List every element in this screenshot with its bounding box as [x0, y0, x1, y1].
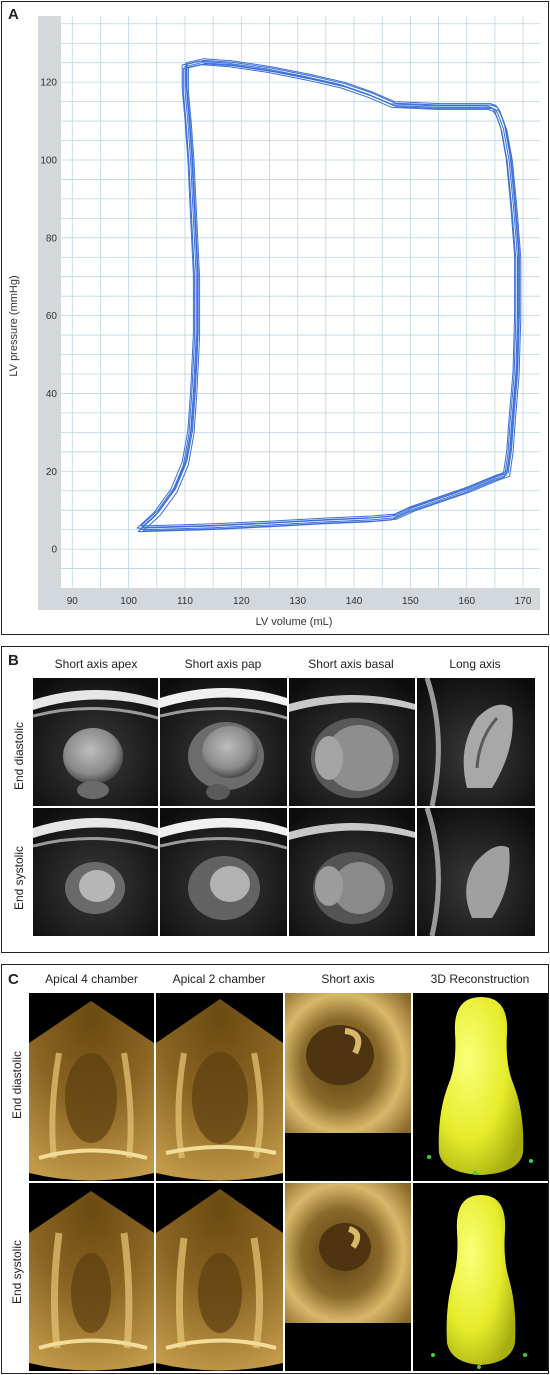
axis-ticks: 90 100 110 120 130 140 150 160 170 0 20 40 60 80 100 12… — [40, 78, 532, 607]
mri-short-axis-apex-diastolic — [33, 678, 158, 806]
mri-long-axis-systolic — [417, 808, 535, 936]
x-tick-label: 100 — [120, 596, 137, 607]
panel-c: C Apical 4 chamber Apical 2 chamber Shor… — [1, 964, 549, 1374]
x-tick-label: 130 — [289, 596, 306, 607]
panel-c-letter: C — [8, 971, 19, 988]
y-axis-band — [38, 16, 61, 610]
x-axis-band — [38, 588, 540, 610]
pv-loop-beat-3 — [137, 64, 517, 533]
y-tick-label: 40 — [46, 389, 58, 400]
y-tick-label: 100 — [40, 155, 57, 166]
3d-reconstruction-diastolic — [413, 993, 548, 1181]
y-tick-label: 60 — [46, 311, 58, 322]
x-tick-label: 140 — [346, 596, 363, 607]
mri-short-axis-basal-systolic — [289, 808, 415, 936]
column-header-apical-2-chamber: Apical 2 chamber — [172, 972, 266, 986]
panel-b-letter: B — [8, 652, 19, 669]
y-axis-label: LV pressure (mmHg) — [8, 275, 20, 376]
x-tick-label: 150 — [402, 596, 419, 607]
row-header-end-systolic: End systolic — [10, 1239, 24, 1305]
echo-short-axis-diastolic — [285, 993, 411, 1181]
echo-short-axis-systolic — [285, 1183, 411, 1371]
y-tick-label: 120 — [40, 78, 57, 89]
panel-b: B Short axis apex Short axis pap Short a… — [1, 646, 549, 953]
x-axis-label: LV volume (mL) — [256, 616, 333, 628]
row-header-end-diastolic: End diastolic — [10, 1050, 24, 1120]
row-header-end-diastolic: End diastolic — [12, 721, 26, 791]
pv-loop-beat-6 — [140, 58, 520, 527]
pv-loop-beat-1 — [139, 62, 518, 531]
pv-loop-beat-2 — [141, 59, 520, 528]
grid-lines — [61, 16, 540, 588]
x-tick-label: 160 — [458, 596, 475, 607]
mri-short-axis-apex-systolic — [33, 808, 158, 936]
x-tick-label: 170 — [515, 596, 532, 607]
3d-reconstruction-systolic — [413, 1183, 548, 1371]
mri-short-axis-pap-diastolic — [160, 678, 287, 806]
mri-short-axis-pap-systolic — [160, 808, 287, 936]
column-header-apical-4-chamber: Apical 4 chamber — [45, 972, 138, 986]
echo-apical-2-chamber-systolic — [156, 1183, 283, 1371]
echo-apical-4-chamber-systolic — [29, 1183, 154, 1371]
column-header-short-axis-basal: Short axis basal — [308, 657, 394, 671]
x-tick-label: 110 — [177, 596, 193, 607]
y-tick-label: 0 — [51, 545, 57, 556]
y-tick-label: 80 — [46, 233, 58, 244]
echo-apical-2-chamber-diastolic — [156, 993, 283, 1181]
x-tick-label: 120 — [233, 596, 250, 607]
column-header-3d-reconstruction: 3D Reconstruction — [430, 972, 530, 986]
row-header-end-systolic: End systolic — [12, 845, 26, 911]
column-header-short-axis: Short axis — [321, 972, 375, 986]
mri-long-axis-diastolic — [417, 678, 535, 806]
pv-loop-chart: 90 100 110 120 130 140 150 160 170 0 20 40 60 80 100 12… — [8, 16, 540, 628]
pv-loop-series — [136, 58, 522, 533]
panel-a: A 90 100 110 120 130 140 150 160 170 0 20 40 60 80 100… — [1, 1, 549, 635]
column-header-short-axis-apex: Short axis apex — [54, 657, 138, 671]
column-header-short-axis-pap: Short axis pap — [184, 657, 262, 671]
y-tick-label: 20 — [46, 467, 58, 478]
echo-apical-4-chamber-diastolic — [29, 993, 154, 1181]
mri-short-axis-basal-diastolic — [289, 678, 415, 806]
x-tick-label: 90 — [67, 596, 79, 607]
panel-a-letter: A — [8, 6, 19, 23]
column-header-long-axis: Long axis — [449, 657, 501, 671]
